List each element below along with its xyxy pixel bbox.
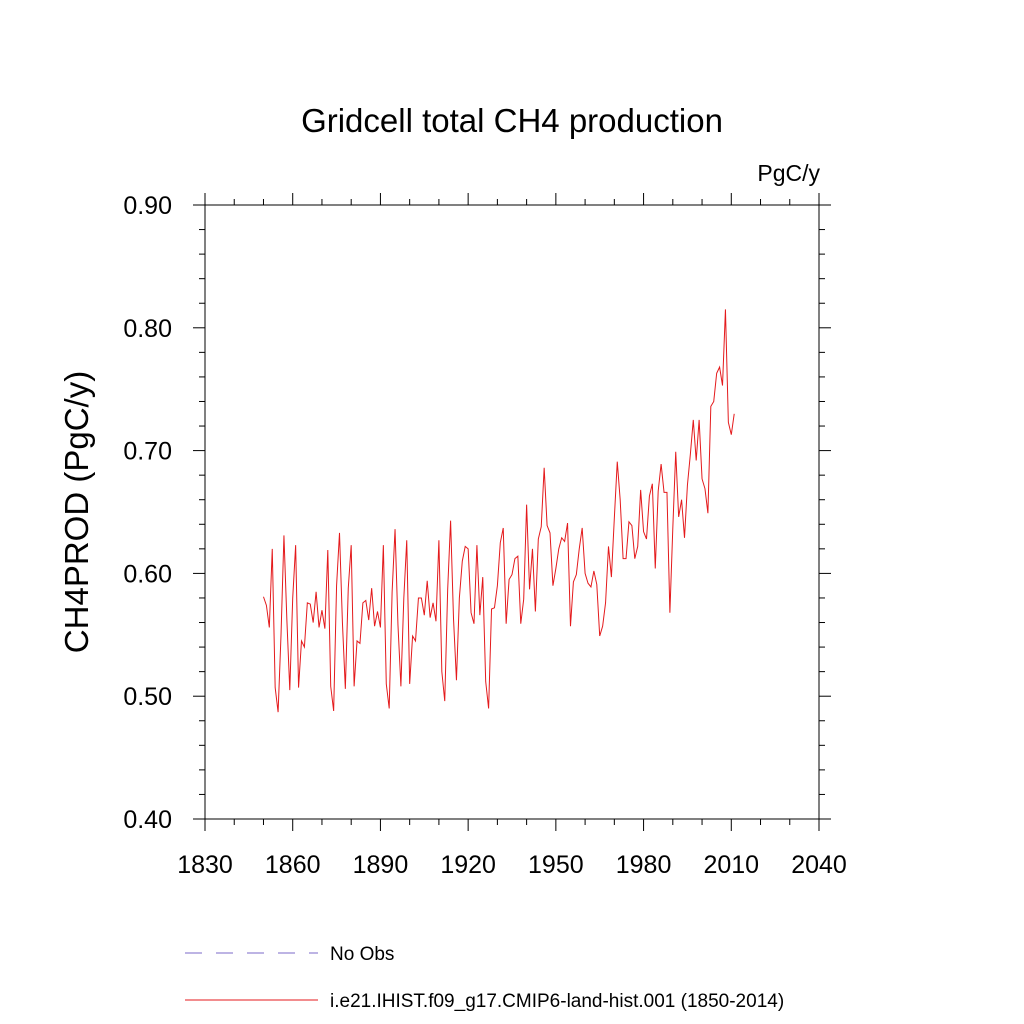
units-label: PgC/y: [757, 160, 820, 186]
plot-frame: [204, 204, 820, 820]
y-tick-label: 0.70: [123, 438, 172, 466]
series-line-ch4prod: [263, 309, 735, 713]
y-tick-label: 0.40: [123, 806, 172, 834]
x-tick-label: 2010: [703, 851, 759, 879]
x-tick-label: 2040: [791, 851, 847, 879]
x-tick-label: 1860: [265, 851, 321, 879]
y-tick-label: 0.90: [123, 192, 172, 220]
y-tick-label: 0.80: [123, 315, 172, 343]
y-tick-label: 0.50: [123, 683, 172, 711]
x-tick-label: 1950: [528, 851, 584, 879]
x-tick-label: 1980: [616, 851, 672, 879]
legend-label-no-obs: No Obs: [330, 944, 394, 965]
legend: No Obs i.e21.IHIST.f09_g17.CMIP6-land-hi…: [185, 944, 784, 1012]
y-axis-label: CH4PROD (PgC/y): [58, 371, 95, 653]
x-tick-label: 1890: [353, 851, 409, 879]
y-tick-label: 0.60: [123, 560, 172, 588]
legend-label-model: i.e21.IHIST.f09_g17.CMIP6-land-hist.001 …: [330, 991, 784, 1012]
x-tick-label: 1830: [177, 851, 233, 879]
axis-ticks: [193, 193, 831, 831]
chart-title: Gridcell total CH4 production: [301, 102, 723, 139]
tick-labels: 1830 1860 1890 1920 1950 1980 2010 2040 0.40 0.50…: [123, 192, 846, 879]
x-tick-label: 1920: [440, 851, 496, 879]
